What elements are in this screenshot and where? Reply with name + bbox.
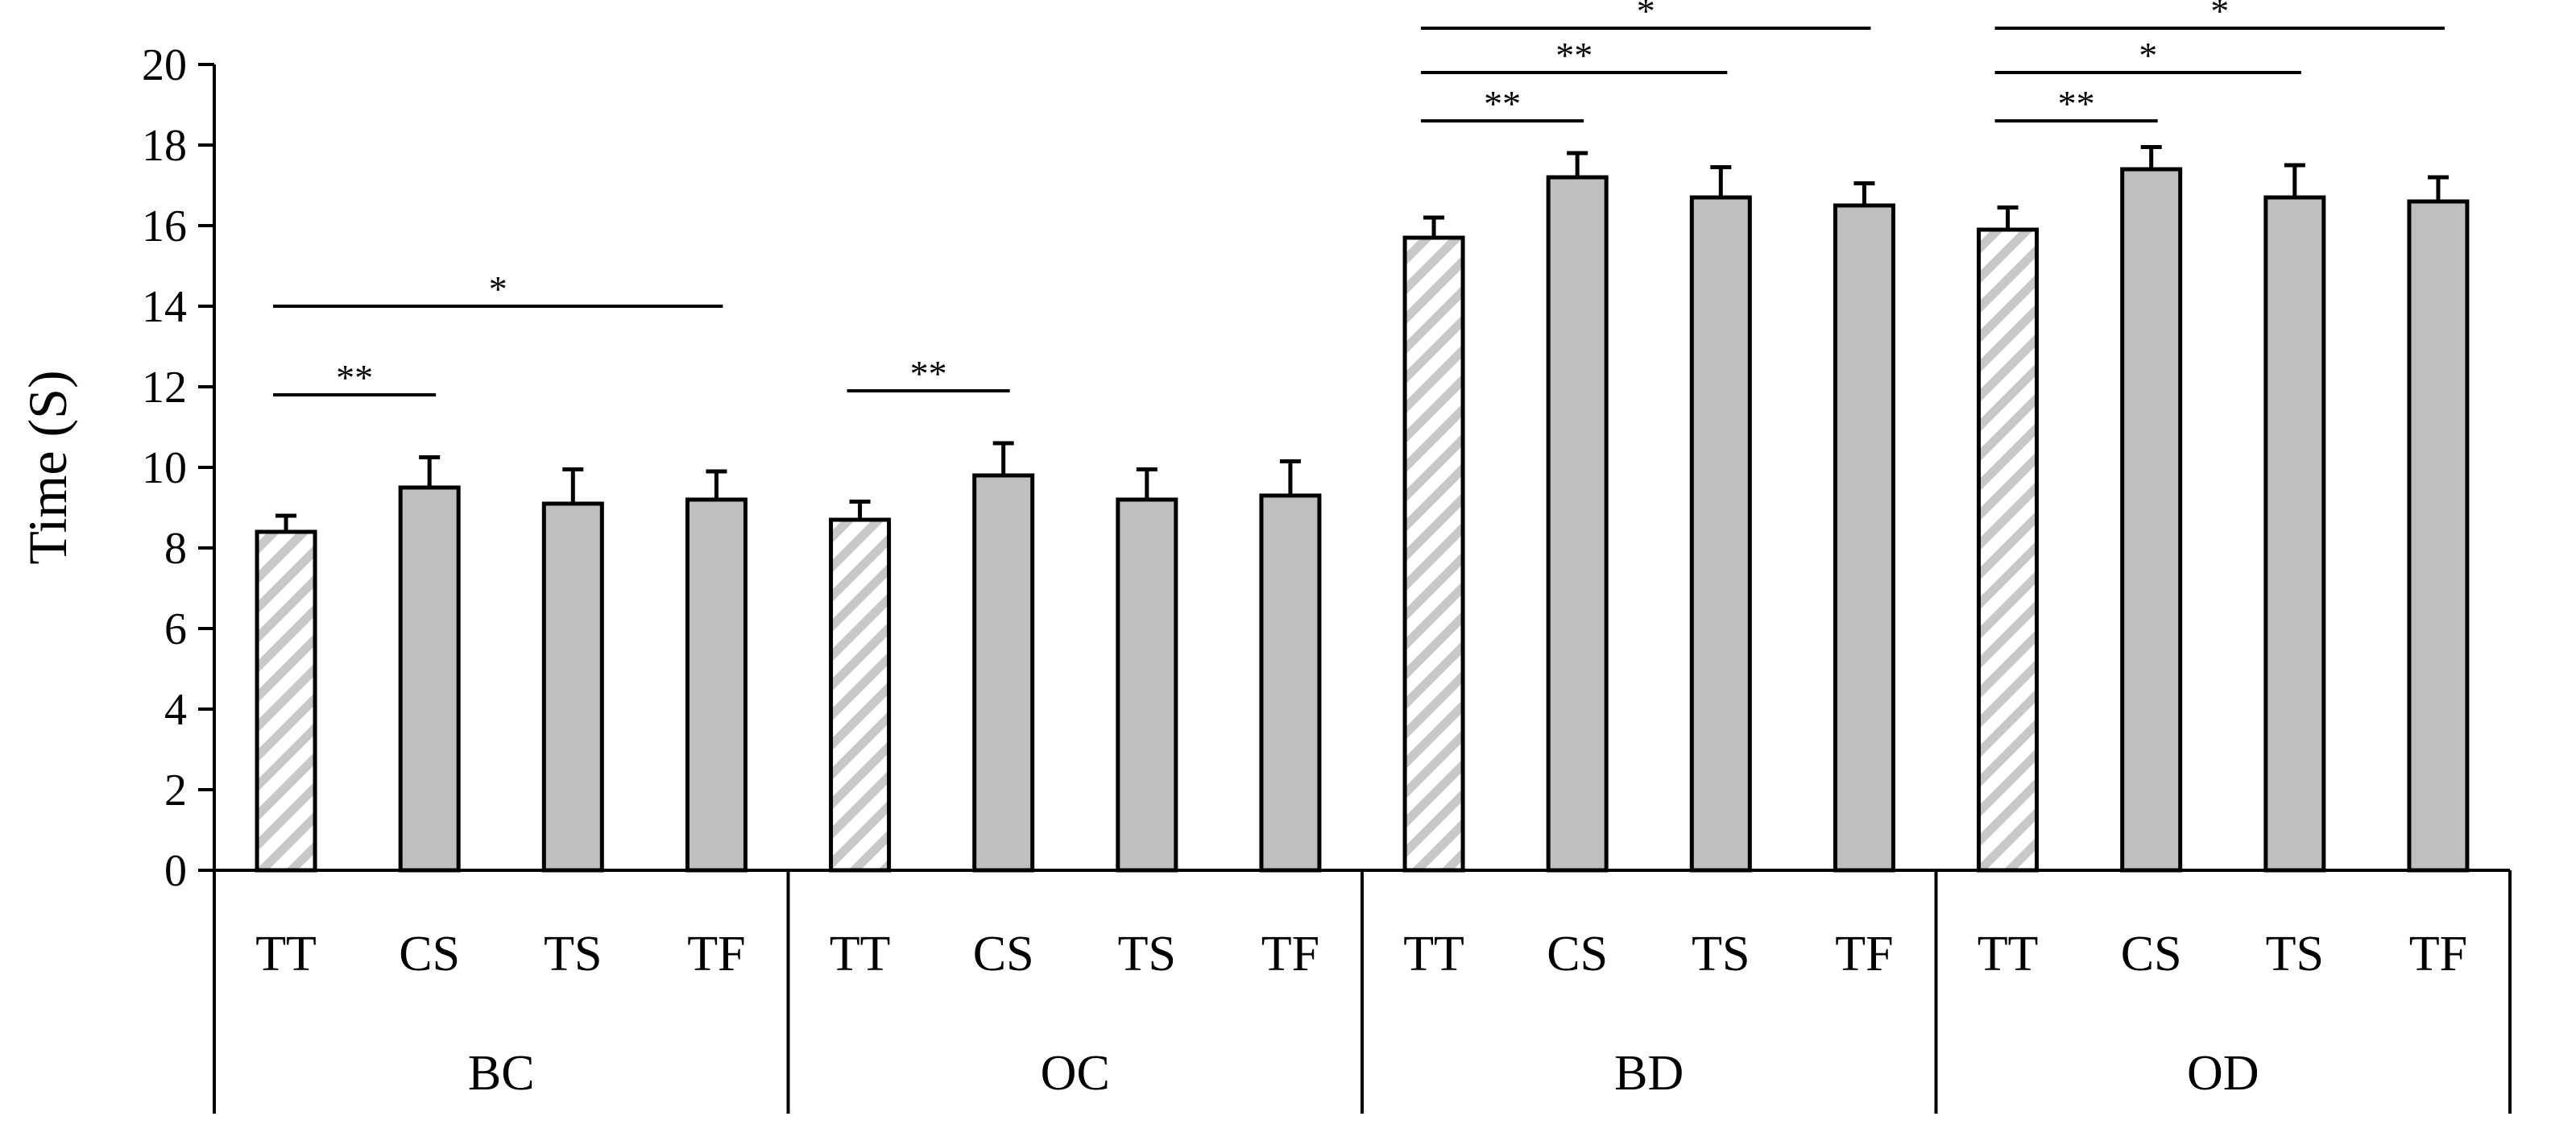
y-tick-label: 16 [142, 201, 187, 251]
significance-label: ** [336, 357, 373, 398]
category-label: TS [1692, 927, 1750, 981]
significance-label: * [2139, 35, 2157, 76]
significance-label: * [489, 268, 507, 309]
bar-bd-ts [1689, 195, 1752, 873]
y-tick-label: 0 [164, 846, 187, 896]
bar-od-cs [2120, 167, 2183, 873]
category-label: TT [1978, 927, 2039, 981]
category-label: TS [544, 927, 602, 981]
significance-label: * [1637, 0, 1655, 31]
y-tick-label: 14 [142, 282, 187, 332]
y-tick-label: 8 [164, 524, 187, 574]
category-label: TF [1261, 927, 1319, 981]
error-bar [1279, 459, 1301, 496]
error-bar [1997, 205, 2019, 230]
error-bar [2427, 175, 2449, 201]
y-tick-label: 20 [142, 40, 187, 90]
bar-bc-cs [398, 485, 461, 873]
significance-label: ** [1555, 35, 1592, 76]
group-label: OD [2187, 1046, 2259, 1101]
bar-bd-tf [1833, 203, 1895, 873]
error-bar [1567, 151, 1588, 177]
error-bar [275, 513, 297, 532]
error-bar [1136, 467, 1158, 500]
error-bar [1710, 165, 1732, 197]
y-tick-label: 4 [164, 685, 187, 735]
bar-bd-cs [1546, 175, 1609, 873]
bar-od-ts [2263, 195, 2326, 873]
group-label: BC [468, 1046, 535, 1101]
category-label: TS [2266, 927, 2324, 981]
category-label: TS [1118, 927, 1176, 981]
error-bar [1423, 215, 1445, 238]
significance-label: ** [910, 353, 947, 394]
significance-label: * [2210, 0, 2229, 31]
bar-oc-ts [1116, 497, 1178, 873]
category-label: TF [687, 927, 745, 981]
category-label: TT [1403, 927, 1464, 981]
category-label: TT [255, 927, 317, 981]
error-bar [1853, 181, 1875, 205]
group-label: OC [1041, 1046, 1110, 1101]
y-tick-label: 6 [164, 604, 187, 654]
bar-bc-tt [255, 529, 317, 873]
category-label: CS [1547, 927, 1608, 981]
category-label: TT [830, 927, 891, 981]
error-bar [419, 455, 441, 488]
bar-od-tt [1977, 227, 2040, 873]
error-bar [849, 500, 871, 520]
bar-bc-tf [685, 497, 748, 873]
category-label: CS [399, 927, 460, 981]
group-label: BD [1614, 1046, 1684, 1101]
bar-od-tf [2407, 199, 2470, 873]
bar-oc-tt [829, 517, 892, 873]
bar-bd-tt [1402, 235, 1465, 873]
error-bar [2140, 145, 2162, 169]
significance-label: ** [2058, 83, 2095, 124]
y-tick-label: 2 [164, 766, 187, 815]
y-tick-label: 12 [142, 363, 187, 413]
y-tick-label: 10 [142, 443, 187, 493]
category-label: TF [1835, 927, 1893, 981]
error-bar [706, 469, 727, 500]
category-label: CS [2121, 927, 2182, 981]
category-label: CS [973, 927, 1034, 981]
significance-label: ** [1484, 83, 1521, 124]
bar-oc-cs [972, 473, 1035, 873]
error-bar [2284, 163, 2305, 197]
error-bar [992, 441, 1014, 475]
y-tick-label: 18 [142, 121, 187, 171]
error-bar [562, 467, 584, 504]
y-axis-label: Time (S) [17, 370, 78, 564]
category-label: TF [2409, 927, 2467, 981]
bar-bc-ts [541, 501, 604, 873]
bar-oc-tf [1259, 493, 1322, 873]
